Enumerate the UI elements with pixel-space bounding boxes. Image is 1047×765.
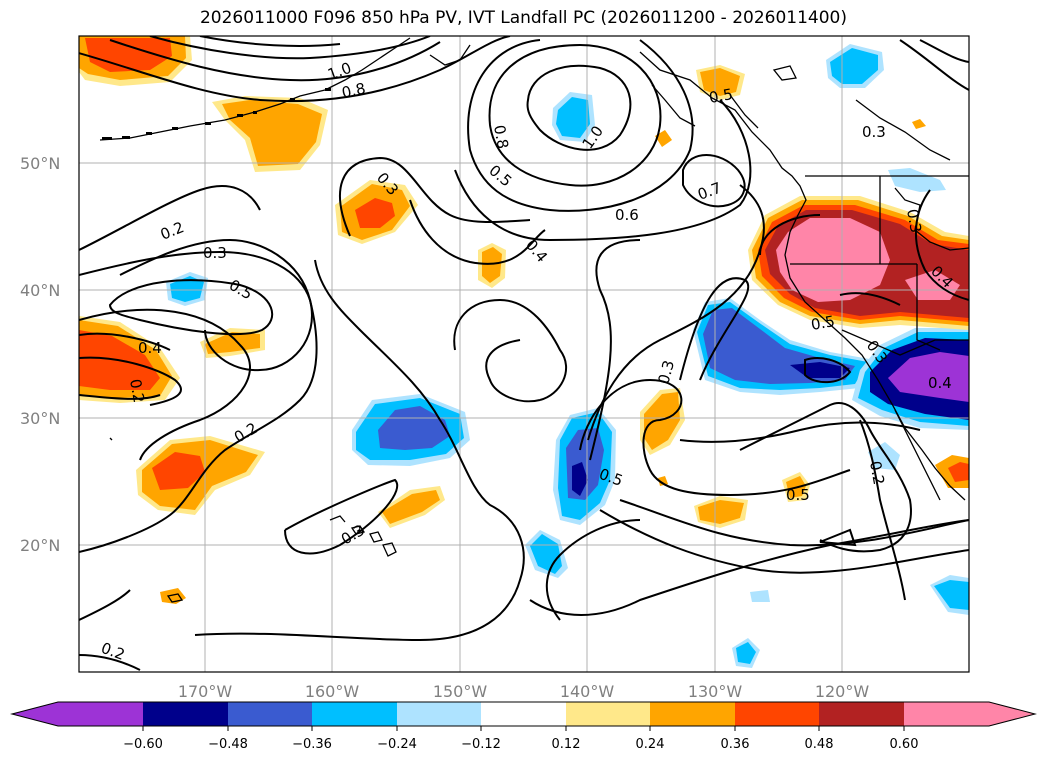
shade-region — [382, 490, 440, 524]
lat-label-30n: 30°N — [20, 409, 60, 428]
contour-label: 0.5 — [708, 85, 735, 107]
shade-region — [222, 100, 322, 166]
shade-region — [948, 462, 969, 482]
contour-label: 1.0 — [325, 59, 354, 84]
contour-label: 0.7 — [695, 179, 724, 204]
colorbar-extend-low — [12, 702, 58, 726]
coast-detail — [102, 88, 331, 140]
lon-label-170w: 170°W — [178, 682, 233, 701]
shade-region — [482, 247, 502, 283]
colorbar-outline — [10, 701, 1037, 727]
contour-label: 0.6 — [615, 206, 639, 224]
colorbar-segment — [566, 702, 650, 726]
lon-label-160w: 160°W — [305, 682, 360, 701]
contour-label: 0.5 — [786, 486, 810, 504]
contour-label: 0.3 — [903, 208, 925, 235]
lon-label-150w: 150°W — [433, 682, 488, 701]
colorbar-tick-label: 0.36 — [721, 737, 750, 752]
colorbar-tick-label: 0.60 — [890, 737, 919, 752]
shade-region — [888, 352, 969, 402]
colorbar-tick-label: 0.48 — [805, 737, 834, 752]
map-frame — [78, 35, 970, 673]
shade-region — [905, 270, 960, 300]
lon-label-130w: 130°W — [688, 682, 743, 701]
colorbar-segment — [228, 702, 312, 726]
shade-region — [934, 580, 969, 610]
contour-label: 0.3 — [862, 123, 886, 141]
colorbar — [10, 701, 1037, 727]
shade-region — [750, 590, 770, 602]
shade-region — [888, 168, 946, 192]
contour-label: 0.5 — [226, 276, 256, 304]
graticule — [79, 36, 969, 672]
colorbar-extend-high — [989, 702, 1035, 726]
shade-region — [572, 462, 588, 496]
contour-label: 0.4 — [138, 339, 162, 357]
shade-region — [644, 392, 680, 450]
colorbar-segment — [397, 702, 481, 726]
colorbar-segment — [58, 702, 143, 726]
colorbar-tick-label: 0.12 — [552, 737, 581, 752]
shade-region — [378, 406, 450, 450]
shade-region — [912, 119, 926, 129]
contour-label: 0.3 — [654, 358, 678, 386]
colorbar-tick-label: −0.48 — [208, 737, 248, 752]
page-title: 2026011000 F096 850 hPa PV, IVT Landfall… — [199, 8, 847, 28]
colorbar-tick-label: −0.12 — [461, 737, 501, 752]
contour-label: 0.3 — [203, 244, 227, 262]
contour-label: 0.4 — [928, 374, 952, 392]
colorbar-tick-label: −0.24 — [377, 737, 417, 752]
colorbar-labels: −0.60 −0.48 −0.36 −0.24 −0.12 0.12 0.24 … — [123, 737, 918, 752]
colorbar-segment — [481, 702, 566, 726]
contour-label: 0.2 — [126, 378, 148, 405]
shade-region — [85, 38, 172, 72]
colorbar-tick-label: −0.36 — [292, 737, 332, 752]
colorbar-segment — [819, 702, 904, 726]
longitude-labels: 170°W 160°W 150°W 140°W 130°W 120°W — [178, 682, 870, 701]
pv-shading-layer — [79, 36, 969, 668]
contour-label: 0.5 — [810, 312, 837, 334]
pv-contours — [79, 36, 969, 671]
contour-label: 0.2 — [158, 218, 187, 244]
lat-label-40n: 40°N — [20, 281, 60, 300]
shade-region — [152, 452, 205, 490]
colorbar-segment — [312, 702, 397, 726]
contour-label: 0.8 — [490, 124, 512, 151]
lat-label-20n: 20°N — [20, 536, 60, 555]
shade-region — [556, 97, 590, 138]
lon-label-120w: 120°W — [815, 682, 870, 701]
shade-region — [700, 68, 740, 96]
shade-region — [736, 642, 756, 664]
latitude-labels: 50°N 40°N 30°N 20°N — [20, 154, 60, 555]
colorbar-segment — [735, 702, 819, 726]
colorbar-segment — [143, 702, 228, 726]
shade-region — [205, 332, 260, 354]
shade-region — [776, 218, 890, 302]
colorbar-tick-label: 0.24 — [636, 737, 665, 752]
shade-region — [658, 476, 668, 486]
colorbar-segment — [650, 702, 735, 726]
shade-region — [170, 276, 204, 302]
contour-label: 0.8 — [340, 79, 367, 102]
shade-region — [355, 198, 395, 228]
lat-label-50n: 50°N — [20, 154, 60, 173]
colorbar-ticks — [142, 726, 905, 731]
contour-label: 0.2 — [866, 460, 888, 487]
shade-region — [698, 500, 744, 524]
lon-label-140w: 140°W — [560, 682, 615, 701]
colorbar-tick-label: −0.60 — [123, 737, 163, 752]
colorbar-segment — [904, 702, 989, 726]
contour-label: 0.2 — [99, 639, 128, 664]
